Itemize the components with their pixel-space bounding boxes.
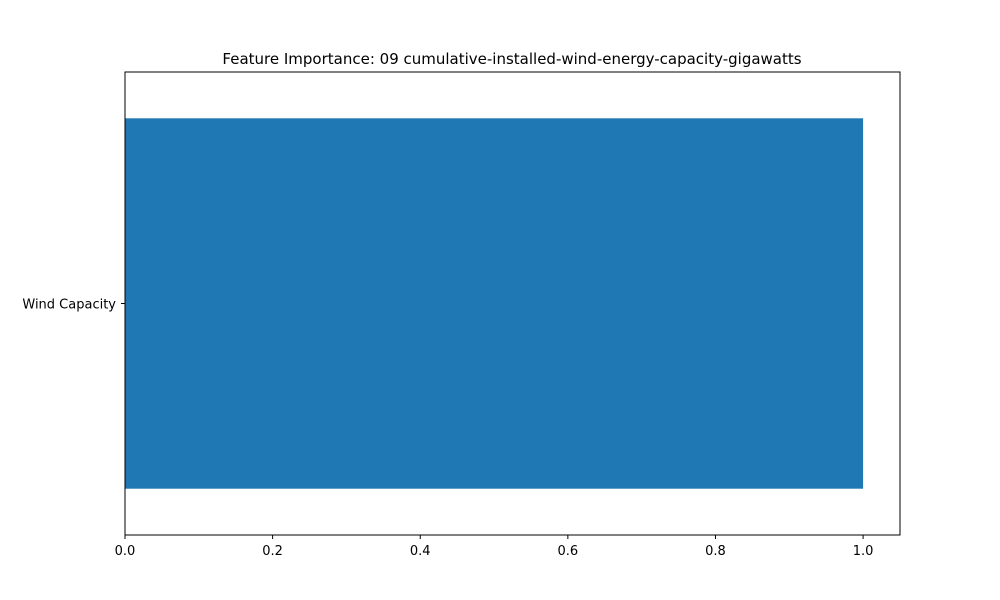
bars-layer xyxy=(125,118,864,489)
x-tick-label: 0.4 xyxy=(410,544,431,559)
x-tick-label: 0.2 xyxy=(262,544,283,559)
x-tick-label: 0.0 xyxy=(115,544,136,559)
y-axis: Wind Capacity xyxy=(22,298,125,313)
bar-wind-capacity xyxy=(125,118,864,489)
x-tick-label: 0.8 xyxy=(705,544,726,559)
x-axis: 0.0 0.2 0.4 0.6 0.8 1.0 xyxy=(115,535,874,559)
chart-title: Feature Importance: 09 cumulative-instal… xyxy=(222,50,801,68)
x-tick-label: 1.0 xyxy=(853,544,874,559)
y-tick-label: Wind Capacity xyxy=(22,298,116,313)
x-tick-label: 0.6 xyxy=(558,544,579,559)
